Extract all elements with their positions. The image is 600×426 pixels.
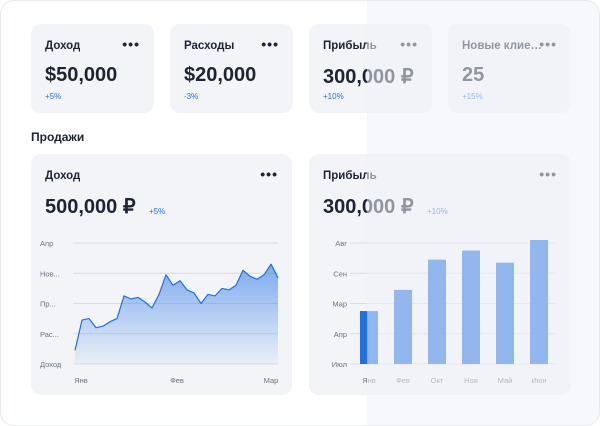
profit-chart-card[interactable]: Прибыль ••• 300,000 ₽ +10% Авг Сен Мар Апр И… [309, 154, 571, 395]
stat-value: $20,000 [184, 64, 257, 86]
stat-card-profit[interactable]: Прибыль ••• 300,000 ₽ +10% [309, 24, 432, 113]
x-tick-label: Фев [396, 376, 410, 385]
stat-delta: -3% [184, 92, 199, 101]
bar [428, 259, 446, 364]
stat-title: Прибыль [323, 40, 377, 52]
y-tick-label: Июл [332, 360, 347, 369]
x-tick-label: Окт [431, 376, 444, 385]
stat-value: $50,000 [45, 64, 118, 86]
more-options-icon[interactable]: ••• [260, 166, 278, 182]
stat-title: Расходы [184, 40, 235, 52]
stat-delta: +10% [323, 92, 344, 101]
more-options-icon[interactable]: ••• [400, 36, 418, 52]
y-tick-label: Авг [335, 239, 347, 248]
stat-delta: +5% [45, 92, 62, 101]
y-tick-label: Апр [334, 330, 347, 339]
income-chart-card[interactable]: Доход ••• 500,000 ₽ +5% Апр Нов... Пр... Ра… [31, 154, 292, 395]
stat-value: 25 [462, 64, 485, 86]
series-area [75, 264, 278, 364]
x-tick-label: Янв [362, 376, 376, 385]
series-line [74, 263, 279, 351]
stat-card-expenses[interactable]: Расходы ••• $20,000 -3% [170, 24, 293, 113]
more-options-icon[interactable]: ••• [539, 36, 557, 52]
more-options-icon[interactable]: ••• [261, 36, 279, 52]
bar [394, 289, 412, 364]
income-area-chart: Апр Нов... Пр... Рас... Доход Янв Фев Мар [40, 239, 279, 385]
stat-value: 300,000 ₽ [323, 66, 414, 88]
more-options-icon[interactable]: ••• [122, 36, 140, 52]
chart-card-value: 500,000 ₽ [45, 196, 136, 218]
bar [462, 250, 480, 364]
chart-card-delta: +5% [149, 207, 166, 216]
x-tick-label: Ноя [464, 376, 478, 385]
y-tick-label: Доход [40, 360, 62, 369]
y-tick-label: Сен [333, 269, 347, 278]
bar [530, 239, 548, 364]
y-tick-label: Пр... [40, 300, 56, 309]
y-tick-label: Апр [40, 239, 53, 248]
x-tick-label: Фев [170, 376, 184, 385]
profit-bar-chart: Авг Сен Мар Апр Июл Янв Фев Окт Ноя Май Июн [332, 239, 556, 385]
stat-title: Новые клиен... [462, 40, 546, 52]
x-tick-label: Янв [74, 376, 88, 385]
x-tick-label: Май [498, 376, 513, 385]
y-tick-label: Мар [332, 300, 347, 309]
stat-title: Доход [45, 40, 81, 52]
y-tick-label: Нов... [40, 269, 60, 278]
x-tick-label: Июн [531, 376, 546, 385]
bar [360, 311, 378, 364]
bar [496, 262, 514, 364]
stat-card-new-clients[interactable]: Новые клиен... ••• 25 +15% [448, 24, 571, 113]
x-tick-label: Мар [264, 376, 279, 385]
stat-card-income[interactable]: Доход ••• $50,000 +5% [31, 24, 154, 113]
section-title: Продажи [31, 130, 85, 144]
y-tick-label: Рас... [40, 330, 59, 339]
stat-delta: +15% [462, 92, 483, 101]
